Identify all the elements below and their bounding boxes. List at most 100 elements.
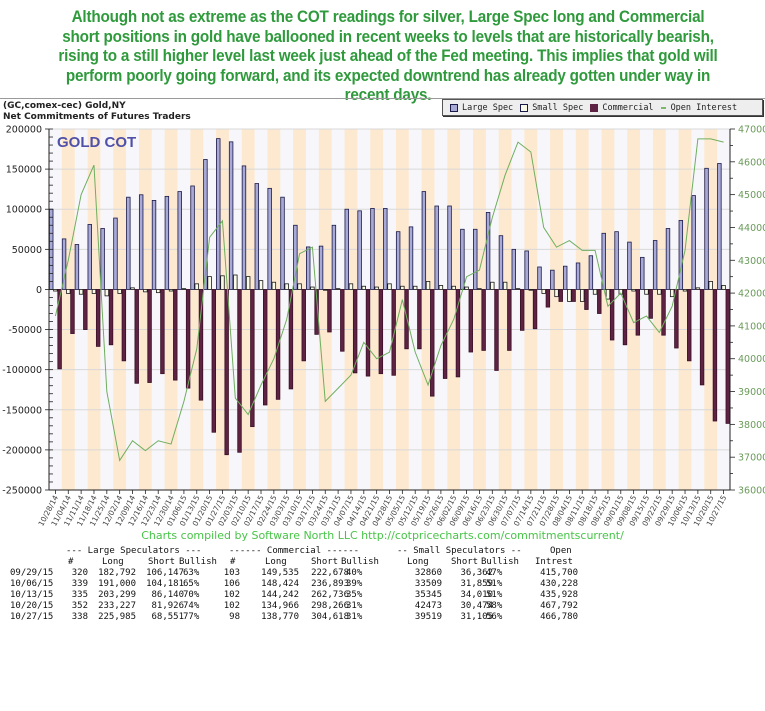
table-cell-ls-short: 81,926 — [151, 601, 184, 611]
large-spec-bar — [138, 194, 144, 290]
legend-item-commercial: Commercial — [590, 103, 654, 113]
small-spec-bar — [490, 281, 495, 290]
right-tick-label: 420000 — [738, 289, 765, 300]
commercial-bar — [468, 289, 473, 353]
commercial-bar — [173, 289, 178, 381]
commercial-bar — [571, 289, 576, 302]
table-cell-ls-bullish: 65% — [183, 579, 200, 589]
table-cell-date: 10/20/15 — [10, 601, 54, 611]
large-spec-bar — [588, 255, 594, 290]
small-spec-bar — [477, 288, 482, 290]
table-cell-ss-bullish: 51% — [486, 579, 503, 589]
headline-commentary: Although not as extreme as the COT readi… — [58, 8, 718, 104]
table-cell-date: 10/06/15 — [10, 579, 54, 589]
commercial-bar — [687, 289, 692, 362]
table-cell-c-short: 298,266 — [311, 601, 349, 611]
large-spec-bar — [267, 187, 272, 290]
large-spec-bar — [344, 208, 349, 290]
table-cell-ls-long: 182,792 — [98, 568, 136, 578]
table-cell-c-num: 98 — [229, 612, 240, 622]
small-spec-bar — [541, 289, 546, 294]
legend-item-small-spec: Small Spec — [520, 103, 583, 113]
commercial-bar — [712, 289, 718, 422]
large-spec-bar — [87, 224, 92, 290]
commercial-bar — [417, 289, 422, 350]
table-cell-ss-short: 31,859 — [460, 579, 493, 589]
commercial-bar — [597, 289, 602, 314]
large-spec-bar — [408, 226, 414, 290]
table-cell-ls-long: 191,000 — [98, 579, 136, 589]
commercial-bar — [430, 289, 435, 397]
commercial-bar — [211, 289, 217, 433]
small-spec-bar — [387, 283, 392, 290]
commercial-bar — [134, 289, 139, 384]
table-cell-ss-long: 32860 — [414, 568, 442, 578]
small-spec-bar — [644, 289, 649, 295]
small-spec-bar — [297, 283, 302, 290]
table-cell-c-long: 149,535 — [261, 568, 299, 578]
large-spec-bar — [627, 241, 632, 290]
large-spec-bar — [575, 262, 581, 290]
table-cell-ss-bullish: 47% — [486, 568, 503, 578]
commercial-bar — [160, 289, 165, 375]
large-spec-bar — [498, 235, 504, 290]
divider — [0, 98, 765, 99]
table-cell-ls-bullish: 70% — [183, 590, 200, 600]
table-cell-ls-num: 352 — [71, 601, 88, 611]
table-column-header-row: # Long Short Bullish # Long Short Bullis… — [10, 557, 573, 568]
commercial-bar — [83, 289, 88, 330]
commercial-bar — [340, 289, 345, 352]
y-tick-label: -250000 — [2, 486, 42, 497]
commercial-bar — [70, 289, 75, 334]
commercial-bar — [545, 289, 551, 308]
table-row: 10/13/15 335 203,299 86,140 70% 102 144,242 262… — [10, 590, 578, 601]
right-tick-label: 390000 — [738, 387, 765, 398]
small-spec-bar — [78, 289, 84, 295]
chart-header: (GC,comex-cec) Gold,NY Net Commitments o… — [3, 101, 191, 123]
small-spec-bar — [669, 289, 675, 298]
commercial-bar — [147, 289, 152, 383]
small-spec-bar — [348, 283, 354, 290]
table-cell-c-long: 134,966 — [261, 601, 299, 611]
cot-chart: GOLD COT 200000 150000 100000 50000 0 -50000 -… — [2, 125, 765, 528]
table-cell-c-long: 138,770 — [261, 612, 299, 622]
col-header-ss-long: Long — [407, 557, 429, 567]
y-tick-label: -200000 — [2, 445, 42, 456]
table-cell-c-num: 102 — [223, 601, 240, 611]
col-header-c-short: Short — [311, 557, 339, 567]
chart-credit: Charts compiled by Software North LLC ht… — [141, 529, 624, 542]
large-spec-bar — [306, 246, 311, 290]
large-spec-bar — [280, 196, 285, 290]
large-spec-bar — [460, 228, 465, 290]
small-spec-bar — [528, 289, 534, 291]
y-tick-label: 0 — [36, 285, 42, 296]
table-cell-ss-bullish: 56% — [486, 612, 503, 622]
commercial-bar — [507, 289, 512, 351]
right-tick-label: 450000 — [738, 190, 765, 201]
large-spec-bar — [254, 183, 260, 290]
right-tick-label: 470000 — [738, 125, 765, 136]
table-cell-c-bullish: 31% — [346, 612, 363, 622]
small-spec-bar — [708, 281, 713, 290]
col-header-c-num: # — [230, 557, 236, 567]
chart-header-subtitle: Net Commitments of Futures Traders — [3, 112, 191, 122]
small-spec-bar — [502, 281, 508, 290]
commercial-bar — [288, 289, 294, 390]
table-cell-ss-short: 34,010 — [460, 590, 493, 600]
large-spec-bar — [177, 191, 182, 290]
small-spec-bar — [194, 283, 199, 290]
table-cell-ss-long: 33509 — [414, 579, 442, 589]
open-interest-line-icon — [660, 106, 666, 109]
table-cell-ss-bullish: 58% — [486, 601, 503, 611]
table-group-header-row: --- Large Speculators --- ------ Commerc… — [10, 546, 572, 557]
table-cell-open-interest: 467,792 — [540, 601, 578, 611]
week-band — [395, 129, 409, 490]
small-spec-bar — [451, 285, 456, 290]
large-spec-bar — [524, 250, 529, 290]
large-spec-bar — [203, 159, 208, 290]
small-spec-bar — [374, 286, 379, 290]
commercial-bar — [121, 289, 127, 362]
commercial-bar — [532, 289, 538, 330]
commercial-bar — [250, 289, 255, 428]
table-cell-c-bullish: 39% — [346, 579, 363, 589]
